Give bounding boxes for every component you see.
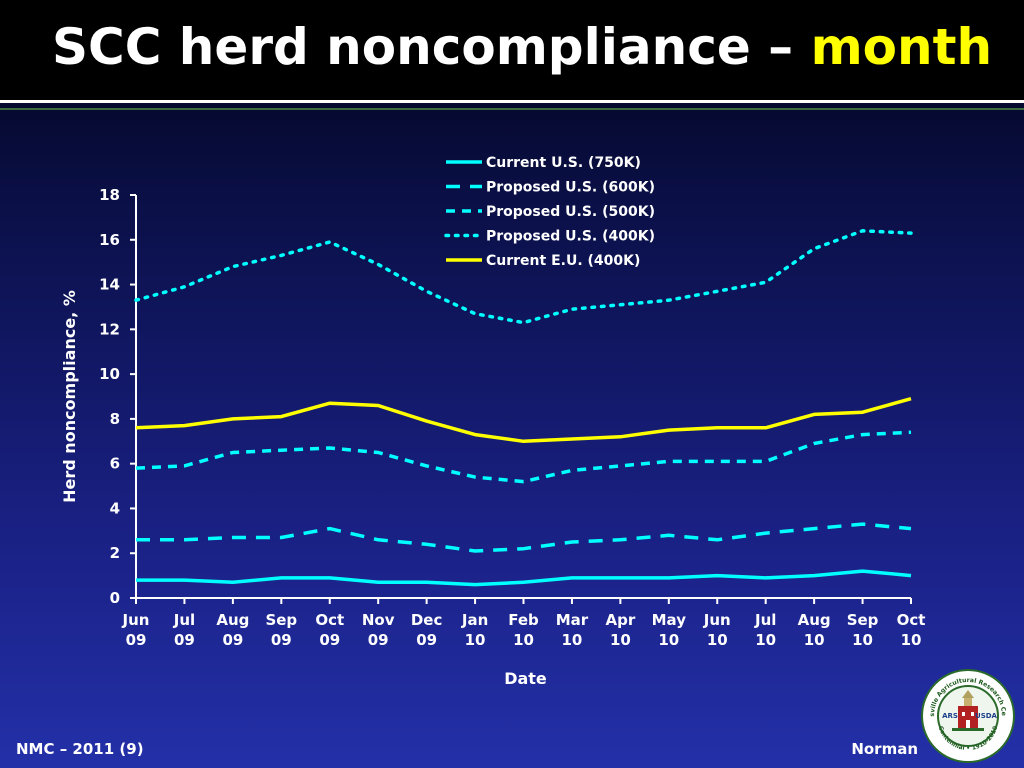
- x-tick-label-month: Jul: [173, 611, 195, 629]
- legend-label-2: Proposed U.S. (500K): [486, 204, 655, 220]
- footer-right: Norman: [851, 740, 918, 758]
- y-tick-label: 0: [110, 589, 120, 607]
- x-tick-label-year: 10: [610, 631, 631, 649]
- y-tick-label: 8: [110, 410, 120, 428]
- x-tick-label-year: 10: [465, 631, 486, 649]
- slide-title: SCC herd noncompliance – month: [52, 18, 992, 76]
- series-line-1: [136, 522, 912, 553]
- legend-label-4: Current E.U. (400K): [486, 253, 640, 269]
- x-axis-title: Date: [504, 669, 547, 688]
- slide-title-main: SCC herd noncompliance –: [52, 18, 811, 76]
- x-tick-label-year: 10: [707, 631, 728, 649]
- title-divider: [0, 100, 1024, 103]
- x-tick-label-year: 09: [126, 631, 147, 649]
- x-tick-label-month: Aug: [798, 611, 831, 629]
- x-tick-label-year: 09: [174, 631, 195, 649]
- x-tick-label-year: 10: [562, 631, 583, 649]
- x-tick-label-month: Sep: [265, 611, 297, 629]
- y-tick-label: 10: [99, 365, 120, 383]
- footer-left: NMC – 2011 (9): [16, 740, 144, 758]
- y-tick-label: 4: [110, 499, 120, 517]
- x-tick-label-year: 09: [319, 631, 340, 649]
- y-tick-label: 14: [99, 276, 120, 294]
- y-tick-label: 18: [99, 186, 120, 204]
- x-tick-label-month: Oct: [315, 611, 344, 629]
- logo-ars-text: ARS: [942, 712, 958, 720]
- x-tick-label-month: Oct: [897, 611, 926, 629]
- x-tick-label-month: Feb: [508, 611, 539, 629]
- y-tick-label: 12: [99, 320, 120, 338]
- x-tick-label-month: May: [652, 611, 687, 629]
- slide-title-accent: month: [810, 18, 993, 76]
- x-tick-label-month: Jun: [703, 611, 731, 629]
- x-tick-label-year: 10: [755, 631, 776, 649]
- x-tick-label-year: 09: [222, 631, 243, 649]
- series-line-3: [134, 229, 913, 325]
- series-line-0: [136, 569, 912, 587]
- x-tick-label-month: Jan: [461, 611, 488, 629]
- x-tick-label-month: Jul: [754, 611, 776, 629]
- x-tick-label-year: 10: [513, 631, 534, 649]
- logo-usda-text: USDA: [975, 712, 998, 720]
- x-tick-label-year: 10: [804, 631, 825, 649]
- barc-usda-seal-logo-icon: Beltsville Agricultural Research Center …: [920, 668, 1015, 763]
- x-tick-label-year: 09: [271, 631, 292, 649]
- y-tick-label: 6: [110, 455, 120, 473]
- legend-label-1: Proposed U.S. (600K): [486, 180, 655, 196]
- x-tick-label-month: Dec: [411, 611, 443, 629]
- y-tick-label: 2: [110, 544, 120, 562]
- x-tick-label-month: Apr: [606, 611, 636, 629]
- legend-label-3: Proposed U.S. (400K): [486, 229, 655, 245]
- x-tick-label-year: 09: [416, 631, 437, 649]
- x-tick-label-year: 10: [658, 631, 679, 649]
- x-tick-label-month: Sep: [847, 611, 879, 629]
- series-line-4: [135, 397, 912, 444]
- x-tick-label-month: Nov: [362, 611, 395, 629]
- title-divider-green: [0, 108, 1024, 110]
- legend-label-0: Current U.S. (750K): [486, 155, 641, 171]
- x-tick-label-month: Jun: [122, 611, 150, 629]
- x-tick-label-year: 09: [368, 631, 389, 649]
- x-tick-label-year: 10: [852, 631, 873, 649]
- x-tick-label-month: Mar: [556, 611, 589, 629]
- y-axis-title: Herd noncompliance, %: [60, 290, 79, 503]
- title-bar: [0, 0, 1024, 100]
- y-tick-label: 16: [99, 231, 120, 249]
- x-tick-label-year: 10: [901, 631, 922, 649]
- x-tick-label-month: Aug: [216, 611, 249, 629]
